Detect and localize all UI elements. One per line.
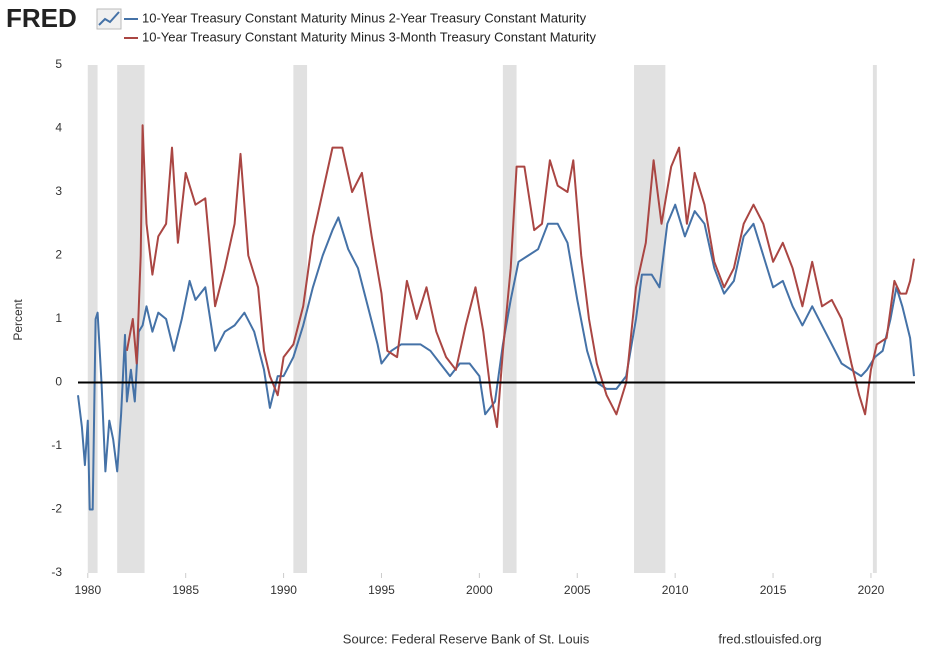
- legend-label: 10-Year Treasury Constant Maturity Minus…: [142, 10, 587, 25]
- y-tick-label: -3: [51, 565, 62, 579]
- y-tick-label: 5: [55, 57, 62, 71]
- x-tick-label: 2005: [564, 583, 591, 597]
- recession-band: [502, 65, 517, 573]
- series-line: [77, 203, 915, 511]
- source: Source: Federal Reserve Bank of St. Loui…: [343, 631, 590, 646]
- x-tick-label: 2010: [662, 583, 689, 597]
- x-tick-label: 1995: [368, 583, 395, 597]
- series-line: [125, 124, 915, 428]
- x-tick-label: 1985: [172, 583, 199, 597]
- x-tick-label: 2020: [858, 583, 885, 597]
- site: fred.stlouisfed.org: [718, 631, 821, 646]
- recession-band: [872, 65, 877, 573]
- logo-icon: [96, 8, 122, 30]
- logo: FRED: [6, 3, 77, 33]
- y-tick-label: 1: [55, 311, 62, 325]
- y-tick-label: 4: [55, 121, 62, 135]
- y-tick-label: -2: [51, 502, 62, 516]
- y-tick-label: 3: [55, 184, 62, 198]
- recession-band: [87, 65, 98, 573]
- x-tick-label: 1990: [270, 583, 297, 597]
- logo-icon-line: [98, 11, 120, 26]
- y-tick-label: 2: [55, 248, 62, 262]
- y-tick-label: 0: [55, 375, 62, 389]
- y-axis-label: Percent: [11, 299, 25, 341]
- legend-label: 10-Year Treasury Constant Maturity Minus…: [142, 29, 596, 44]
- x-tick-label: 1980: [74, 583, 101, 597]
- x-tick-label: 2015: [760, 583, 787, 597]
- recession-band: [634, 65, 666, 573]
- y-tick-label: -1: [51, 438, 62, 452]
- recession-band: [117, 65, 145, 573]
- x-tick-label: 2000: [466, 583, 493, 597]
